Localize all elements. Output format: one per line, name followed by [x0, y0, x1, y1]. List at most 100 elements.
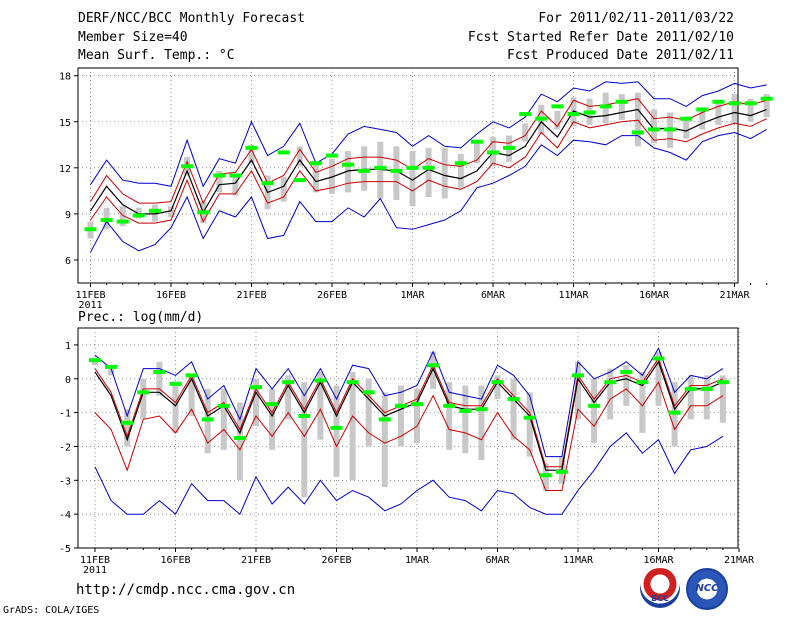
variable-label-prec: Prec.: log(mm/d)	[78, 310, 204, 325]
series-ensemble-mean	[94, 360, 724, 471]
observed-marker	[169, 381, 182, 386]
y-tick-label: 15	[59, 118, 71, 129]
spread-bar	[634, 92, 641, 147]
observed-marker	[555, 469, 568, 474]
observed-marker	[309, 161, 322, 166]
observed-marker	[668, 410, 681, 415]
observed-marker	[148, 208, 161, 213]
observed-marker	[314, 378, 327, 383]
spread-bar	[414, 388, 420, 444]
spread-bar	[747, 98, 754, 122]
spread-bar	[591, 378, 598, 444]
grads-credit: GrADS: COLA/IGES	[3, 605, 100, 616]
precipitation-panel: -5 -4 -3 -2 -1 0 1 11FEB 16FEB 21FEB 26FEB 1MAR 6MAR…	[59, 327, 755, 576]
spread-bar	[699, 107, 706, 130]
observed-marker	[250, 385, 262, 390]
observed-marker	[744, 101, 757, 106]
observed-marker	[105, 364, 118, 369]
y-tick-label: 9	[65, 210, 71, 221]
observed-marker	[716, 380, 729, 385]
observed-marker	[652, 356, 665, 361]
spread-bar	[269, 388, 276, 450]
x-tick-label: 21MAR	[719, 290, 750, 301]
observed-marker	[326, 153, 338, 158]
observed-marker	[535, 116, 548, 121]
spread-bar	[526, 392, 533, 457]
observed-marker	[378, 417, 391, 422]
x-tick-label: 16MAR	[639, 290, 670, 301]
bcc-logo-text: BCC	[651, 594, 669, 603]
spread-bar	[655, 351, 662, 406]
spread-bar	[329, 158, 335, 194]
observed-marker	[507, 397, 520, 402]
spread-bar	[425, 147, 432, 197]
spread-bar	[687, 375, 694, 420]
spread-bar	[719, 375, 726, 423]
spread-bar	[124, 409, 131, 447]
x-tick-label: 11MAR	[563, 555, 594, 566]
spread-bar	[361, 146, 368, 191]
spread-bar	[397, 385, 404, 447]
observed-marker	[84, 227, 97, 232]
spread-bar	[168, 206, 174, 217]
observed-marker	[406, 165, 419, 170]
x-tick-label: 26FEB	[321, 555, 351, 566]
observed-marker	[137, 390, 150, 395]
spread-bar	[172, 385, 179, 433]
observed-marker	[696, 107, 709, 112]
observed-marker	[583, 110, 596, 115]
spread-bar	[441, 147, 448, 199]
spread-bar	[703, 375, 710, 420]
observed-marker	[648, 127, 660, 132]
observed-marker	[132, 213, 145, 218]
spread-bar	[253, 378, 259, 427]
observed-marker	[459, 408, 472, 413]
observed-marker	[411, 402, 423, 407]
spread-bar	[409, 150, 416, 207]
observed-marker	[266, 402, 279, 407]
observed-marker	[728, 101, 741, 106]
series-lower-extreme	[94, 432, 724, 516]
x-tick-label: 26FEB	[317, 290, 347, 301]
spread-bar	[151, 204, 158, 222]
observed-marker	[153, 370, 166, 374]
observed-marker	[282, 380, 295, 385]
ncc-logo-text: NCC	[695, 583, 719, 594]
observed-marker	[664, 127, 677, 132]
observed-marker	[519, 112, 532, 117]
observed-marker	[760, 96, 773, 101]
forecast-refer-date: Fcst Started Refer Date 2011/02/10	[467, 30, 734, 45]
observed-marker	[620, 370, 633, 374]
observed-marker	[475, 407, 488, 412]
spread-bar	[651, 109, 657, 144]
forecast-period: For 2011/02/11-2011/03/22	[538, 11, 734, 26]
observed-marker	[217, 403, 230, 408]
x-tick-label: 6MAR	[485, 555, 510, 566]
observed-marker	[116, 219, 129, 224]
spread-bar	[575, 361, 581, 420]
observed-marker	[491, 380, 504, 385]
spread-bar	[345, 150, 352, 193]
source-url[interactable]: http://cmdp.ncc.cma.gov.cn	[76, 582, 296, 598]
observed-marker	[390, 168, 403, 173]
observed-marker	[293, 178, 306, 183]
spread-bar	[312, 164, 319, 193]
y-tick-label: 18	[59, 72, 71, 83]
spread-bar	[220, 388, 227, 450]
spread-bar	[280, 177, 287, 202]
series-upper-extreme	[94, 347, 724, 458]
observed-marker	[443, 403, 456, 408]
spread-bar	[522, 123, 529, 142]
ncc-logo: NCC	[686, 568, 728, 610]
y-tick-label: -4	[59, 510, 71, 521]
temperature-panel: 6 9 12 15 18 11FEB 16FEB 21FEB 26FEB 1MAR 6MAR 11MA…	[59, 67, 773, 311]
observed-marker	[245, 145, 258, 150]
x-tick-label: 21FEB	[236, 290, 266, 301]
observed-marker	[185, 373, 198, 378]
series-upper-range	[94, 357, 724, 468]
series-upper-range	[90, 98, 767, 205]
series-lower-extreme	[90, 128, 767, 253]
x-tick-label: 11FEB	[75, 290, 105, 301]
spread-bar	[296, 146, 303, 167]
